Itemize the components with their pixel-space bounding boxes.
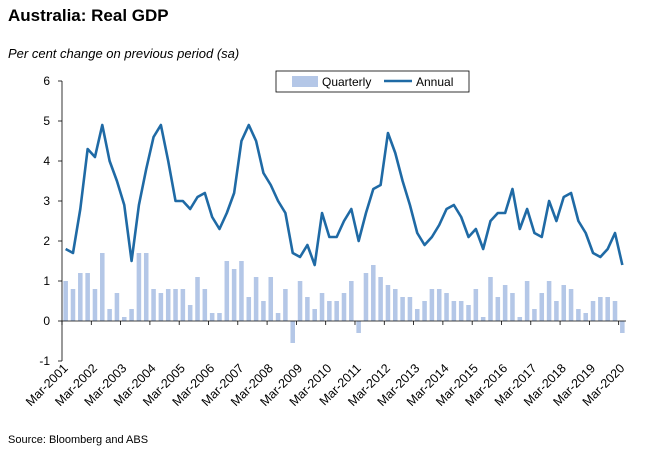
quarterly-bar: [297, 281, 303, 321]
quarterly-bar: [100, 253, 105, 321]
quarterly-bar: [224, 261, 230, 321]
legend: Quarterly Annual: [275, 70, 470, 93]
quarterly-bar: [605, 297, 610, 321]
quarterly-bar: [349, 281, 354, 321]
quarterly-bar: [414, 309, 420, 321]
quarterly-bar: [524, 281, 530, 321]
quarterly-bar: [283, 289, 288, 321]
quarterly-bar: [546, 281, 552, 321]
y-tick-label: 6: [43, 74, 50, 88]
quarterly-bar: [121, 317, 127, 321]
quarterly-bars: [63, 253, 625, 343]
annual-line-group: [65, 123, 624, 267]
quarterly-bar: [165, 289, 171, 321]
quarterly-bar: [407, 297, 413, 321]
quarterly-bar: [400, 297, 405, 321]
quarterly-bar: [583, 313, 588, 321]
y-tick-label: 2: [43, 234, 50, 248]
quarterly-bar: [451, 301, 457, 321]
quarterly-bar: [268, 277, 274, 321]
quarterly-bar: [209, 313, 215, 321]
quarterly-bar: [385, 285, 391, 321]
quarterly-bar: [253, 277, 259, 321]
quarterly-bar: [620, 321, 625, 333]
quarterly-bar: [202, 289, 208, 321]
quarterly-bar: [158, 293, 164, 321]
quarterly-bar: [612, 301, 618, 321]
quarterly-bar: [393, 289, 398, 321]
quarterly-bar: [312, 309, 317, 321]
y-tick-label: -1: [39, 354, 50, 368]
quarterly-bar: [517, 317, 523, 321]
quarterly-bar: [444, 293, 449, 321]
quarterly-bar: [568, 289, 574, 321]
legend-quarterly-label: Quarterly: [322, 75, 371, 89]
quarterly-bar: [327, 301, 332, 321]
quarterly-bar: [173, 289, 178, 321]
quarterly-bar: [275, 313, 281, 321]
quarterly-bar: [180, 289, 186, 321]
quarterly-bar: [576, 309, 581, 321]
quarterly-bar: [231, 269, 237, 321]
source-note: Source: Bloomberg and ABS: [8, 434, 149, 446]
quarterly-bar: [458, 301, 464, 321]
quarterly-bar: [429, 289, 435, 321]
quarterly-bar: [510, 293, 515, 321]
quarterly-bar: [488, 277, 493, 321]
y-tick-label: 4: [43, 154, 50, 168]
annual-line: [65, 123, 624, 267]
quarterly-bar: [598, 297, 603, 321]
quarterly-bar: [561, 285, 567, 321]
quarterly-bar: [532, 309, 537, 321]
chart-subtitle: Per cent change on previous period (sa): [8, 46, 240, 61]
quarterly-bar: [356, 321, 361, 333]
quarterly-bar: [495, 297, 501, 321]
y-tick-label: 0: [43, 314, 50, 328]
quarterly-bar: [290, 321, 295, 343]
quarterly-bar: [363, 273, 369, 321]
quarterly-bar: [217, 313, 222, 321]
quarterly-bar: [334, 301, 339, 321]
y-tick-label: 5: [43, 114, 50, 128]
quarterly-bar: [136, 253, 142, 321]
quarterly-bar: [129, 309, 134, 321]
y-tick-label: 1: [43, 274, 50, 288]
legend-quarterly-swatch: [292, 76, 318, 87]
quarterly-bar: [466, 305, 471, 321]
quarterly-bar: [261, 301, 266, 321]
quarterly-bar: [78, 273, 83, 321]
legend-box: [275, 70, 470, 93]
quarterly-bar: [70, 289, 76, 321]
quarterly-bar: [114, 293, 120, 321]
quarterly-bar: [422, 301, 427, 321]
quarterly-bar: [590, 301, 596, 321]
quarterly-bar: [187, 305, 193, 321]
quarterly-bar: [63, 281, 68, 321]
quarterly-bar: [107, 309, 112, 321]
quarterly-bar: [436, 289, 442, 321]
quarterly-bar: [371, 265, 376, 321]
quarterly-bar: [502, 285, 508, 321]
quarterly-bar: [85, 273, 90, 321]
quarterly-bar: [341, 293, 347, 321]
quarterly-bar: [378, 277, 383, 321]
quarterly-bar: [151, 289, 156, 321]
quarterly-bar: [319, 293, 325, 321]
axes: -10123456Mar-2001Mar-2002Mar-2003Mar-200…: [23, 74, 627, 409]
quarterly-bar: [473, 289, 479, 321]
quarterly-bar: [554, 301, 559, 321]
quarterly-bar: [305, 297, 310, 321]
legend-annual-label: Annual: [416, 75, 453, 89]
quarterly-bar: [195, 277, 200, 321]
quarterly-bar: [239, 261, 244, 321]
quarterly-bar: [143, 253, 149, 321]
quarterly-bar: [480, 317, 486, 321]
y-tick-label: 3: [43, 194, 50, 208]
quarterly-bar: [246, 297, 252, 321]
chart-title: Australia: Real GDP: [8, 6, 169, 25]
quarterly-bar: [92, 289, 98, 321]
quarterly-bar: [539, 293, 545, 321]
